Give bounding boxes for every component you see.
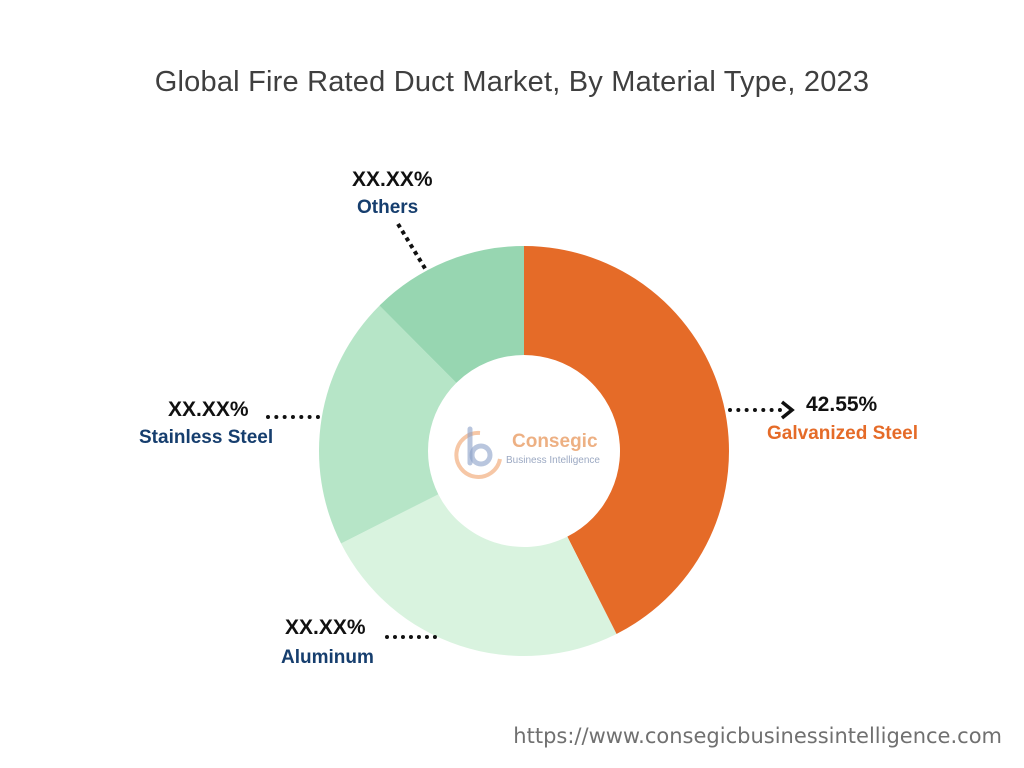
arrow-right-icon [780, 400, 795, 420]
category-label-others: Others [357, 197, 419, 218]
logo-mark-icon [454, 426, 502, 479]
slice-aluminum [341, 494, 617, 656]
value-label-others: XX.XX% [352, 168, 433, 191]
source-url: https://www.consegicbusinessintelligence… [513, 724, 1002, 748]
value-label-aluminum: XX.XX% [285, 616, 366, 639]
chart-title: Global Fire Rated Duct Market, By Materi… [154, 66, 870, 98]
leader-others [396, 222, 428, 272]
leader-galvanized [728, 408, 782, 412]
category-label-galvanized: Galvanized Steel [767, 423, 919, 444]
logo-name: Consegic [512, 431, 598, 452]
value-label-stainless: XX.XX% [168, 398, 249, 421]
value-label-galvanized: 42.55% [806, 393, 878, 416]
consegic-logo: Consegic Business Intelligence [448, 425, 618, 480]
category-label-stainless: Stainless Steel [139, 427, 274, 448]
leader-stainless [266, 415, 320, 419]
leader-aluminum [385, 635, 437, 639]
slice-stainless-steel [319, 305, 457, 544]
logo-tagline: Business Intelligence [506, 455, 600, 466]
category-label-aluminum: Aluminum [281, 647, 374, 668]
slice-others [379, 246, 524, 383]
slice-galvanized-steel [524, 246, 729, 634]
